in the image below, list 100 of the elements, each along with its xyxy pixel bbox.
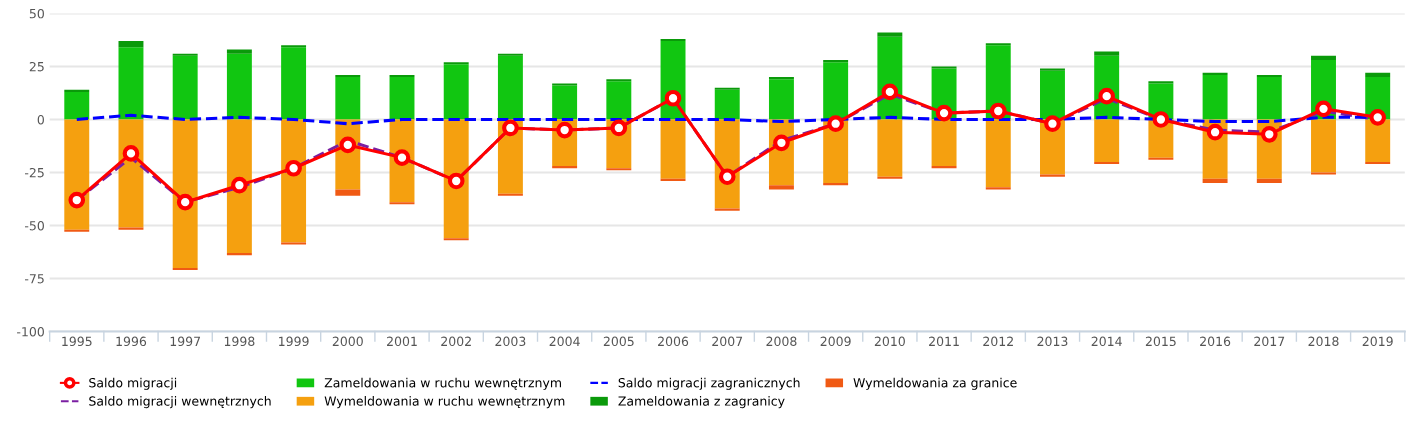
bar — [497, 53, 523, 56]
bar — [877, 119, 903, 177]
point — [664, 89, 682, 107]
point — [827, 115, 844, 133]
bar — [1040, 174, 1065, 177]
x-tick-label: 2004 — [549, 336, 580, 347]
point — [773, 134, 790, 152]
bar — [768, 185, 794, 190]
bar — [226, 53, 252, 120]
y-tick-label: -75 — [25, 274, 44, 284]
bar — [497, 193, 523, 196]
bar — [1148, 81, 1174, 84]
point — [176, 193, 194, 211]
bar — [877, 176, 903, 179]
point — [447, 172, 465, 190]
bar — [660, 178, 686, 181]
x-tick-label: 2016 — [1200, 336, 1231, 347]
x-tick-label: 2002 — [441, 336, 471, 347]
bar — [1202, 72, 1228, 75]
bar — [389, 202, 415, 205]
point — [610, 119, 628, 137]
legend-label: Wymeldowania za granice — [853, 377, 1017, 390]
bar — [1040, 68, 1065, 71]
bar — [1311, 55, 1336, 61]
x-tick-label: 1998 — [224, 336, 255, 347]
bar — [226, 253, 252, 256]
bar — [226, 49, 252, 54]
bar — [877, 32, 903, 37]
bar — [335, 189, 361, 196]
bar — [985, 43, 1011, 46]
bar — [443, 238, 469, 241]
bar — [389, 77, 415, 120]
bar — [606, 81, 632, 120]
bar — [714, 208, 740, 211]
x-tick-label: 2010 — [874, 336, 905, 347]
bar — [497, 55, 523, 120]
legend-label: Saldo migracji wewnętrznych — [89, 396, 271, 409]
x-tick-label: 2011 — [929, 336, 959, 347]
y-tick-label: -50 — [25, 220, 44, 231]
point — [68, 191, 86, 209]
bar — [1365, 119, 1391, 162]
x-tick-label: 2019 — [1362, 336, 1393, 347]
bar — [389, 74, 415, 78]
bar — [606, 79, 632, 82]
point — [285, 159, 302, 177]
point — [1044, 115, 1061, 133]
point — [718, 168, 736, 186]
legend-label: Wymeldowania w ruchu wewnętrznym — [324, 396, 565, 409]
bar — [552, 85, 578, 120]
point — [1315, 100, 1332, 118]
x-tick-label: 2008 — [766, 336, 797, 347]
bar — [1256, 74, 1282, 78]
point — [231, 176, 248, 194]
bar — [172, 55, 198, 120]
bar — [1094, 119, 1120, 162]
bar — [1256, 178, 1282, 184]
x-tick-label: 2001 — [387, 336, 417, 347]
bar — [931, 119, 957, 167]
y-tick-label: 0 — [37, 114, 44, 125]
y-tick-label: 25 — [29, 61, 44, 72]
bar — [985, 119, 1011, 188]
bar — [118, 47, 144, 120]
bar — [1202, 178, 1228, 184]
bar — [1311, 172, 1336, 175]
x-tick-label: 2007 — [712, 336, 743, 347]
legend-label: Zameldowania z zagranicy — [618, 396, 785, 409]
point — [1152, 111, 1170, 128]
bar — [64, 89, 90, 92]
bar — [823, 62, 849, 120]
point — [556, 121, 573, 139]
bar — [1040, 70, 1065, 120]
x-tick-label: 2017 — [1254, 336, 1285, 347]
x-tick-label: 1999 — [279, 336, 309, 347]
bar — [823, 183, 849, 186]
x-tick-label: 2015 — [1145, 336, 1176, 347]
bar — [1365, 161, 1391, 164]
point — [122, 145, 140, 162]
bar — [64, 119, 90, 230]
point — [1369, 109, 1387, 126]
bar — [118, 227, 144, 230]
bar — [606, 168, 632, 171]
bar — [768, 77, 794, 80]
bar — [281, 242, 307, 245]
x-tick-label: 2000 — [332, 336, 363, 347]
x-tick-label: 2006 — [658, 336, 689, 347]
bar — [985, 187, 1011, 190]
x-tick-label: 1996 — [116, 336, 147, 347]
y-tick-label: -25 — [25, 167, 44, 178]
bar — [118, 41, 144, 48]
bar — [443, 64, 469, 120]
y-tick-label: -100 — [17, 326, 44, 337]
point — [989, 102, 1007, 120]
point — [1260, 125, 1278, 143]
bar — [660, 119, 686, 179]
point — [339, 136, 357, 154]
x-tick-label: 1995 — [62, 336, 92, 347]
x-tick-label: 1997 — [170, 336, 201, 347]
bar — [172, 53, 198, 56]
bar — [660, 38, 686, 42]
bar — [64, 91, 90, 120]
